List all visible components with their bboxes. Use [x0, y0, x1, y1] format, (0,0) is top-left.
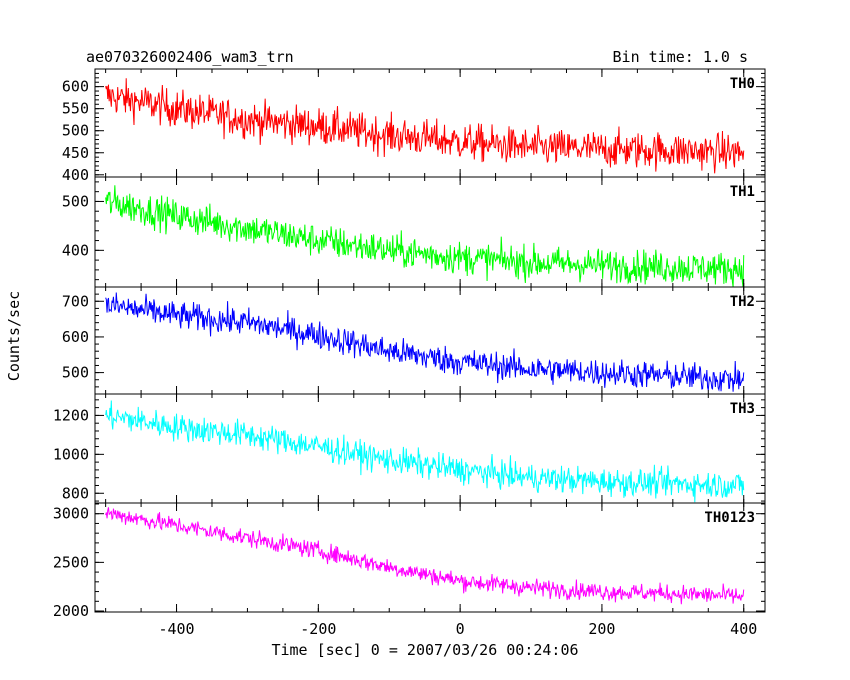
panel-th3: 800 1000 1200 TH3	[53, 393, 766, 504]
y-tick-label: 1000	[53, 445, 89, 463]
y-tick-label: 550	[62, 100, 89, 118]
series-line-th1	[105, 185, 745, 288]
y-tick-label: 2000	[53, 602, 89, 620]
panel-frame	[94, 502, 766, 613]
y-tick-label: 700	[62, 292, 89, 310]
y-tick-label: 600	[62, 78, 89, 96]
x-axis-label: Time [sec] 0 = 2007/03/26 00:24:06	[271, 641, 578, 659]
series-line-th3	[105, 400, 745, 503]
chart-title: ae070326002406_wam3_trn	[86, 48, 294, 66]
panel-th0123: 2000 2500 3000 TH0123	[53, 502, 766, 620]
x-tick-label: 400	[730, 620, 757, 638]
y-tick-label: 450	[62, 144, 89, 162]
panel-name-label: TH3	[730, 401, 755, 417]
series-line-th2	[105, 292, 745, 392]
panel-th1: 400 500 TH1	[62, 176, 766, 288]
panel-name-label: TH0123	[704, 510, 755, 526]
panels-group: 400 450 500 550 600 TH0 400 500 TH1 500 600 700 TH2 8…	[53, 68, 766, 638]
bin-time-label: Bin time: 1.0 s	[613, 48, 748, 66]
y-tick-label: 400	[62, 166, 89, 184]
x-tick-label: -200	[300, 620, 336, 638]
panel-name-label: TH1	[730, 184, 755, 200]
panel-th0: 400 450 500 550 600 TH0	[62, 68, 766, 184]
y-tick-label: 500	[62, 364, 89, 382]
y-tick-label: 1200	[53, 406, 89, 424]
panel-th2: 500 600 700 TH2	[62, 286, 766, 395]
y-tick-label: 2500	[53, 553, 89, 571]
series-line-th0	[105, 78, 745, 174]
y-tick-label: 400	[62, 241, 89, 259]
x-tick-label: -400	[158, 620, 194, 638]
panel-frame	[94, 393, 766, 504]
y-tick-label: 800	[62, 484, 89, 502]
panel-name-label: TH2	[730, 294, 755, 310]
y-tick-label: 600	[62, 328, 89, 346]
panel-name-label: TH0	[730, 76, 755, 92]
y-axis-label: Counts/sec	[5, 291, 23, 381]
y-tick-label: 3000	[53, 505, 89, 523]
panel-frame	[94, 286, 766, 395]
y-tick-label: 500	[62, 122, 89, 140]
series-line-th0123	[105, 507, 745, 605]
y-tick-label: 500	[62, 192, 89, 210]
x-tick-label: 0	[456, 620, 465, 638]
x-tick-label: 200	[588, 620, 615, 638]
